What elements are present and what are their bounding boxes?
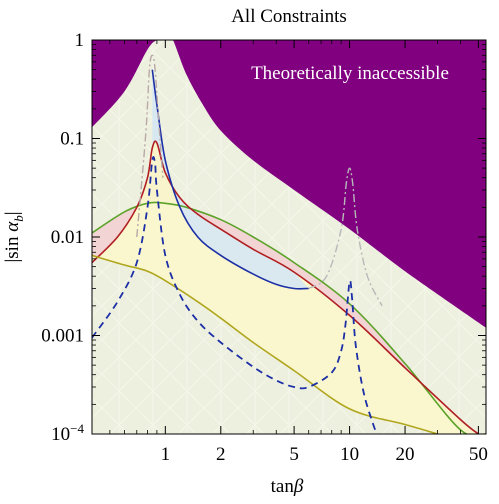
x-tick-label: 50 (469, 444, 488, 465)
chart-title: All Constraints (231, 6, 347, 27)
x-tick-label: 2 (216, 444, 226, 465)
series-line-red (92, 140, 479, 434)
x-tick-label: 5 (289, 444, 299, 465)
y-axis-ticks: 10−4 0.001 0.01 0.1 1 (41, 30, 486, 445)
y-axis-label: |sin αb| (2, 211, 26, 262)
plot-area: Theoretically inaccessible (92, 40, 486, 434)
series-lines (92, 54, 486, 434)
blue-band (152, 69, 309, 289)
x-axis-label: tanβ (271, 476, 304, 497)
x-tick-label: 1 (161, 444, 171, 465)
y-tick-label: 1 (75, 30, 85, 51)
y-tick-label: 10−4 (51, 421, 84, 445)
x-tick-label: 20 (396, 444, 415, 465)
series-line-blue-solid (151, 69, 309, 290)
series-line-gray-dashdot-2 (308, 167, 383, 307)
y-tick-label: 0.1 (60, 129, 84, 150)
series-line-blue-dashed (92, 156, 378, 434)
series-line-gray-dashdot (136, 54, 164, 238)
y-tick-label: 0.001 (41, 326, 84, 347)
inaccessible-region-label: Theoretically inaccessible (251, 63, 449, 84)
y-tick-label: 0.01 (51, 227, 84, 248)
x-tick-label: 10 (340, 444, 359, 465)
x-axis-ticks: 1 2 5 10 20 50 (109, 40, 488, 465)
series-line-olive (92, 254, 438, 434)
inaccessible-region (92, 40, 486, 328)
